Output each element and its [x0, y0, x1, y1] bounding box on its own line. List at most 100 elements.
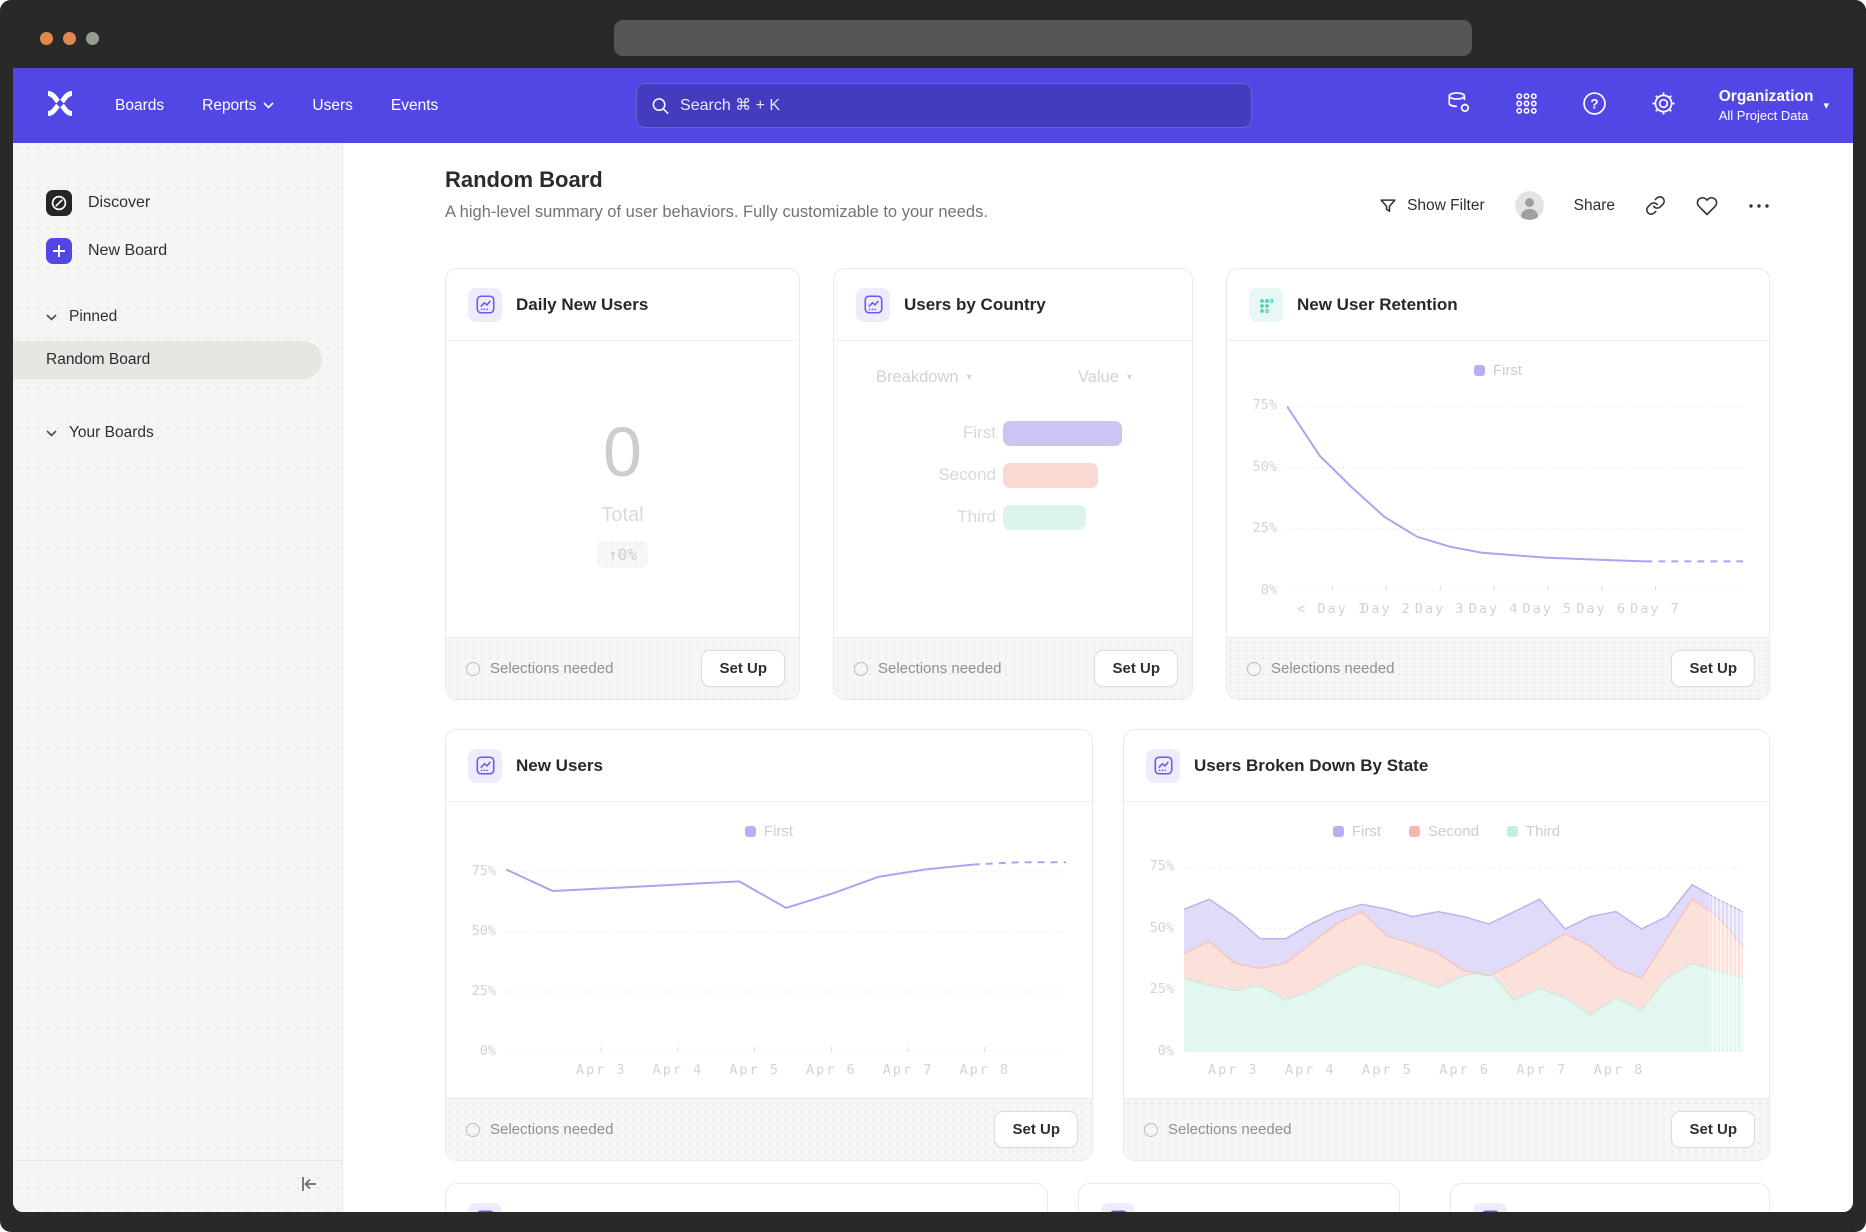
legend-item[interactable]: Second	[1409, 823, 1479, 840]
breakdown-dropdown[interactable]: Breakdown ▾	[876, 368, 972, 387]
favorite-button[interactable]	[1696, 195, 1718, 217]
card-title: New Users	[516, 755, 603, 775]
zoom-window-button[interactable]	[86, 32, 99, 45]
x-axis-label: Apr 5	[729, 1062, 780, 1078]
nav-links: Boards Reports Users Events	[115, 97, 438, 115]
legend-item[interactable]: Third	[1506, 823, 1561, 840]
settings-icon[interactable]	[1650, 90, 1677, 122]
bar-label: Second	[938, 465, 996, 484]
nav-item-users[interactable]: Users	[312, 97, 352, 115]
legend-item[interactable]: First	[744, 823, 793, 840]
more-options-button[interactable]	[1748, 202, 1770, 210]
search-input[interactable]	[680, 96, 1237, 115]
retention-cohort-icon	[1249, 287, 1283, 322]
close-window-button[interactable]	[40, 32, 53, 45]
set-up-button[interactable]: Set Up	[994, 1111, 1078, 1148]
search-icon	[652, 97, 669, 114]
section-label: Your Boards	[69, 424, 154, 441]
x-axis-label: Apr 8	[959, 1062, 1011, 1078]
org-switcher[interactable]: Organization All Project Data ▾	[1719, 88, 1829, 123]
y-axis-label: 25%	[471, 982, 496, 999]
y-axis-label: 50%	[1252, 458, 1277, 475]
nav-label: Events	[390, 96, 439, 114]
card-footer: Selections needed Set Up	[446, 637, 799, 699]
set-up-button[interactable]: Set Up	[1094, 650, 1178, 687]
sidebar-section-pinned[interactable]: Pinned	[13, 299, 342, 335]
card-title: Stacked Line Graph	[516, 1210, 676, 1213]
legend-swatch	[1409, 826, 1421, 837]
nav-item-reports[interactable]: Reports	[202, 97, 274, 115]
link-icon	[1646, 196, 1665, 215]
bar-row: Second	[834, 462, 1192, 488]
sidebar-footer	[13, 1160, 342, 1212]
status-circle-icon	[466, 1122, 480, 1137]
top-navbar: Boards Reports Users Events	[13, 68, 1853, 143]
status: Selections needed	[1247, 660, 1394, 677]
legend-item[interactable]: First	[1473, 362, 1522, 379]
card-body: First 75% 50% 25% 0% Apr 3 Apr 4 Apr 5 Apr 6 Apr…	[446, 803, 1092, 1098]
x-axis-label: Apr 3	[1207, 1062, 1259, 1078]
x-axis-label: Apr 6	[806, 1062, 857, 1078]
legend-label: Third	[1525, 823, 1561, 840]
page-subtitle: A high-level summary of user behaviors. …	[445, 203, 988, 221]
question-circle-icon: ?	[1582, 91, 1606, 115]
card-footer: Selections needed Set Up	[1227, 637, 1769, 699]
y-axis-label: 75%	[1149, 858, 1174, 875]
sidebar-label: New Board	[88, 242, 168, 259]
metric: 0 Total ↑0%	[446, 342, 799, 637]
data-management-icon[interactable]	[1446, 90, 1472, 121]
sidebar-item-discover[interactable]: Discover	[13, 179, 342, 227]
x-axis-label: Apr 7	[882, 1062, 934, 1078]
sidebar-section-your-boards[interactable]: Your Boards	[13, 415, 342, 451]
y-axis-label: 75%	[1252, 397, 1277, 414]
nav-label: Reports	[202, 96, 257, 114]
section-label: Pinned	[69, 308, 118, 325]
bar-row: Third	[834, 504, 1192, 530]
browser-address-bar[interactable]	[614, 20, 1472, 56]
status-label: Selections needed	[490, 660, 614, 677]
collapse-sidebar-button[interactable]	[298, 1173, 320, 1200]
metric-value: 0	[603, 412, 642, 491]
gear-icon	[1652, 91, 1675, 115]
avatar-icon	[1514, 191, 1544, 220]
insights-chart-icon	[1101, 1202, 1135, 1212]
org-text: Organization All Project Data	[1719, 88, 1814, 123]
card-header: Users by Country	[834, 269, 1192, 341]
avatar[interactable]	[1514, 191, 1544, 220]
card-header: Daily New Users	[446, 269, 799, 341]
sidebar-item-new-board[interactable]: New Board	[13, 227, 342, 275]
x-axis-label: Apr 8	[1593, 1062, 1645, 1078]
card-users-by-state: Users Broken Down By State First Second Th…	[1123, 729, 1770, 1161]
x-axis-label: Day 2	[1361, 601, 1412, 617]
set-up-button[interactable]: Set Up	[1671, 1111, 1755, 1148]
apps-grid-icon[interactable]	[1514, 91, 1539, 121]
card-footer: Selections needed Set Up	[834, 637, 1192, 699]
card-header: New Users	[446, 730, 1092, 802]
bar-third	[1003, 504, 1086, 530]
legend-swatch	[1473, 365, 1485, 376]
set-up-button[interactable]: Set Up	[1671, 650, 1755, 687]
show-filter-label: Show Filter	[1407, 196, 1485, 214]
dropdown-label: Value	[1077, 368, 1119, 386]
help-icon[interactable]: ?	[1581, 90, 1608, 122]
x-axis-label: Apr 6	[1439, 1062, 1490, 1078]
nav-item-boards[interactable]: Boards	[115, 97, 164, 115]
minimize-window-button[interactable]	[63, 32, 76, 45]
sidebar-item-random-board[interactable]: Random Board	[13, 341, 322, 379]
copy-link-button[interactable]	[1645, 195, 1666, 216]
global-search[interactable]	[636, 83, 1252, 128]
y-axis-label: 25%	[1149, 981, 1174, 998]
org-name: Organization	[1718, 88, 1814, 105]
chevron-down-icon: ▾	[1126, 372, 1132, 383]
new-users-line-chart: First 75% 50% 25% 0% Apr 3 Apr 4 Apr 5 Apr 6 Apr…	[446, 803, 1092, 1098]
compass-icon	[46, 190, 72, 216]
legend-item[interactable]: First	[1332, 823, 1381, 840]
mixpanel-logo-icon[interactable]	[45, 90, 75, 122]
y-axis-label: 75%	[471, 862, 496, 879]
show-filter-button[interactable]: Show Filter	[1378, 196, 1485, 216]
share-button[interactable]: Share	[1574, 197, 1615, 215]
value-dropdown[interactable]: Value ▾	[1078, 368, 1132, 387]
nav-item-events[interactable]: Events	[391, 97, 438, 115]
dropdown-label: Breakdown	[876, 368, 959, 386]
set-up-button[interactable]: Set Up	[701, 650, 785, 687]
